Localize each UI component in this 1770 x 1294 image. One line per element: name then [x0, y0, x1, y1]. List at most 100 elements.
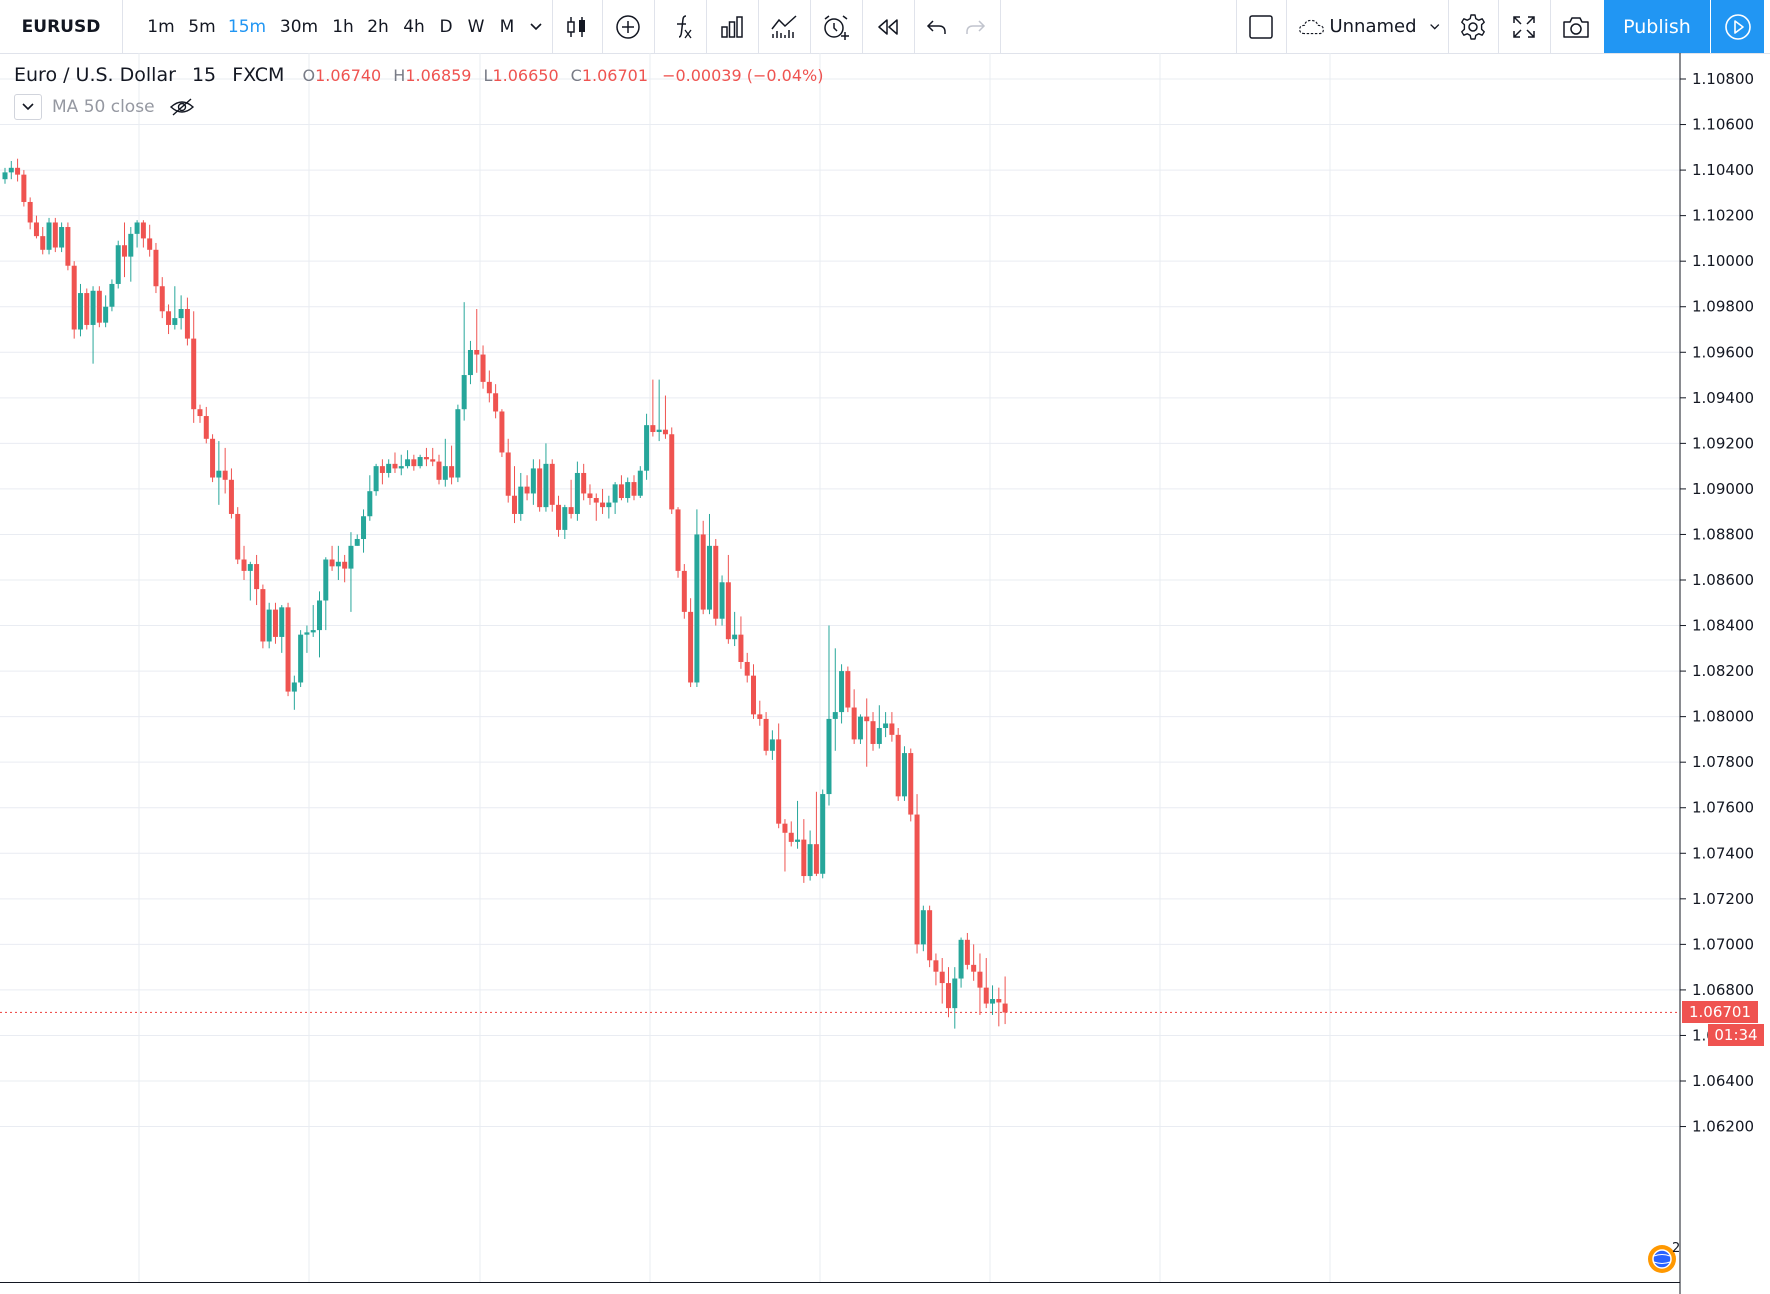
toolbar-divider — [654, 0, 655, 53]
fullscreen-button[interactable] — [1498, 0, 1550, 53]
price-chart[interactable]: 1.10800 1.10600 1.10400 1.10200 1.10000 1.098… — [0, 53, 1770, 1294]
candle-down — [933, 960, 939, 972]
price-tick-label: 1.10800 — [1692, 70, 1754, 88]
price-tick-label: 1.10400 — [1692, 161, 1754, 179]
replay-button[interactable] — [862, 0, 914, 53]
toolbar-divider — [602, 0, 603, 53]
candle-down — [971, 964, 977, 972]
indicators-button[interactable] — [654, 0, 706, 53]
chart-style-button[interactable] — [552, 0, 602, 53]
play-button[interactable] — [1711, 0, 1764, 53]
layout-menu-button[interactable]: Unnamed — [1290, 0, 1440, 53]
candle-up — [832, 712, 838, 719]
candle-down — [260, 589, 266, 642]
candle-up — [216, 470, 222, 478]
layout-name: Unnamed — [1329, 16, 1417, 37]
candles-icon — [567, 16, 585, 37]
change-value: −0.00039 (−0.04%) — [662, 66, 824, 85]
candle-up — [354, 539, 360, 546]
financials-button[interactable] — [706, 0, 758, 53]
interval-1m-button[interactable]: 1m — [147, 16, 175, 37]
candle-down — [147, 238, 153, 250]
candle-up — [59, 227, 65, 248]
compare-button[interactable] — [602, 0, 654, 53]
candle-up — [518, 486, 524, 514]
candle-down — [964, 939, 970, 965]
drawing-select-button[interactable] — [1236, 0, 1286, 53]
price-tick-label: 1.07800 — [1692, 753, 1754, 771]
candle-down — [713, 545, 719, 619]
interval-15m-button[interactable]: 15m — [227, 16, 267, 37]
candles-layer — [2, 158, 1008, 1029]
candle-down — [568, 507, 574, 514]
toolbar-divider — [1286, 0, 1287, 53]
play-circle-icon — [1724, 13, 1751, 40]
price-axis: 1.10800 1.10600 1.10400 1.10200 1.10000 1.098… — [1680, 70, 1754, 1136]
candle-up — [398, 466, 404, 469]
candle-up — [807, 844, 813, 877]
visibility-toggle[interactable] — [169, 97, 195, 117]
candle-down — [556, 504, 562, 530]
interval-4h-button[interactable]: 4h — [403, 16, 425, 37]
candle-up — [298, 634, 304, 683]
ideas-button[interactable] — [758, 0, 810, 53]
chevron-down-icon — [530, 22, 542, 30]
price-tick-label: 1.07000 — [1692, 935, 1754, 953]
candle-up — [876, 728, 882, 744]
interval-2h-button[interactable]: 2h — [367, 16, 389, 37]
toolbar-divider — [1000, 0, 1001, 53]
candle-down — [191, 338, 197, 410]
candle-down — [675, 509, 681, 571]
redo-button[interactable] — [956, 0, 994, 53]
candle-down — [870, 721, 876, 744]
candle-up — [361, 516, 367, 540]
candle-up — [644, 425, 650, 471]
candle-down — [203, 416, 209, 439]
legend-collapse-button[interactable] — [14, 94, 42, 120]
candle-down — [524, 486, 530, 494]
candle-down — [449, 466, 455, 478]
candle-down — [662, 429, 668, 435]
candle-down — [587, 493, 593, 499]
candle-down — [801, 839, 807, 877]
close-label: C — [570, 66, 582, 85]
candle-up — [304, 632, 310, 635]
interval-dropdown[interactable] — [526, 0, 546, 53]
candle-up — [247, 564, 253, 571]
candle-up — [826, 718, 832, 795]
settings-button[interactable] — [1448, 0, 1498, 53]
candle-down — [549, 463, 555, 505]
undo-button[interactable] — [918, 0, 956, 53]
interval-5m-button[interactable]: 5m — [188, 16, 216, 37]
candle-down — [480, 354, 486, 382]
publish-button[interactable]: Publish — [1604, 0, 1710, 53]
alert-button[interactable] — [810, 0, 862, 53]
chevron-down-icon — [1429, 23, 1439, 30]
candle-down — [222, 470, 228, 480]
interval-30m-button[interactable]: 30m — [279, 16, 319, 37]
badge-count: 2 — [1672, 1241, 1681, 1256]
candle-down — [581, 472, 587, 494]
candle-down — [669, 434, 675, 510]
candle-up — [109, 283, 115, 307]
top-toolbar: EURUSD 1m 5m 15m 30m 1h 2h 4h D W M — [0, 0, 1770, 54]
chevron-down-icon — [22, 103, 34, 111]
candle-up — [90, 290, 96, 325]
interval-month-button[interactable]: M — [499, 16, 515, 37]
snapshot-button[interactable] — [1550, 0, 1602, 53]
candle-down — [499, 411, 505, 453]
price-tick-label: 1.08800 — [1692, 525, 1754, 543]
candle-up — [461, 375, 467, 410]
interval-1h-button[interactable]: 1h — [332, 16, 354, 37]
candle-down — [631, 482, 637, 496]
square-icon — [1249, 14, 1273, 39]
notification-badge[interactable] — [1648, 1245, 1676, 1273]
interval-day-button[interactable]: D — [439, 16, 453, 37]
candle-up — [901, 753, 907, 797]
candle-down — [392, 463, 398, 469]
candle-down — [813, 844, 819, 874]
symbol-search-button[interactable]: EURUSD — [0, 0, 122, 53]
interval-week-button[interactable]: W — [467, 16, 485, 37]
toolbar-divider — [810, 0, 811, 53]
high-value: 1.06859 — [405, 66, 472, 85]
